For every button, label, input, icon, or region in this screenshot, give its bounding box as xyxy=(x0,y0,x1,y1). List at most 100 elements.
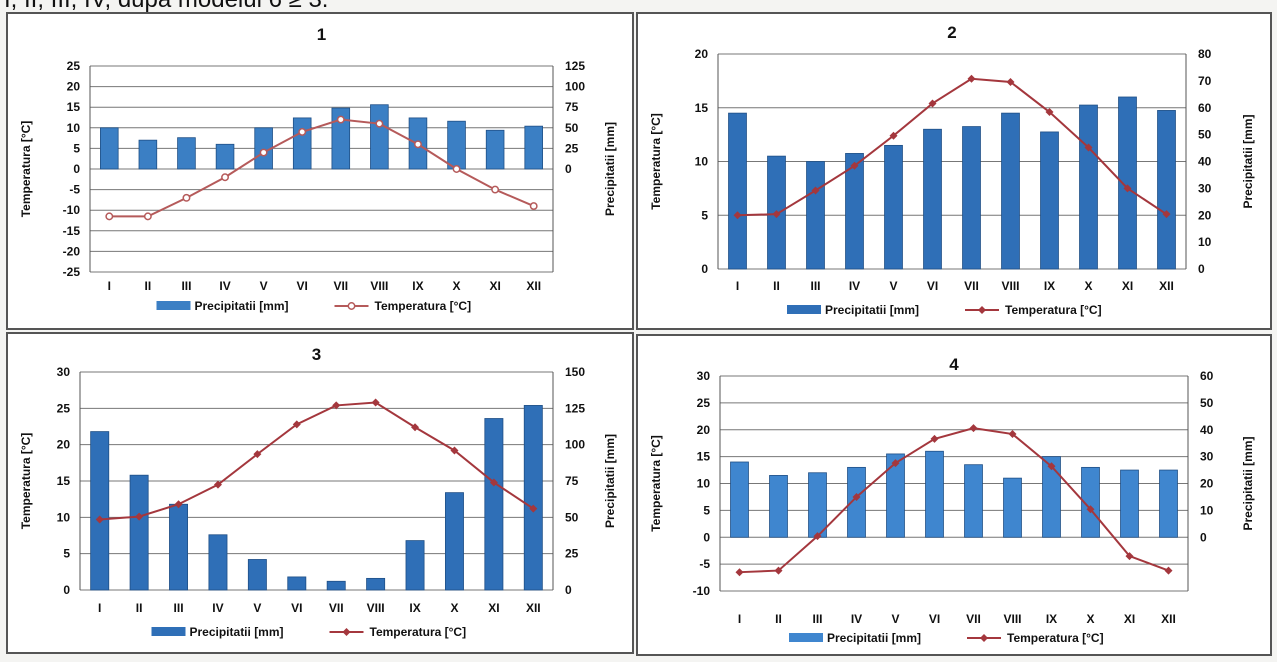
y-tick-label: 10 xyxy=(67,121,81,135)
x-tick-label-XI: XI xyxy=(489,279,500,293)
temperature-line xyxy=(737,77,1168,217)
x-tick-label-III: III xyxy=(812,612,822,626)
bar-III xyxy=(808,472,827,538)
temperature-point-VIII xyxy=(375,119,384,128)
y2-tick-label: 40 xyxy=(1200,423,1214,437)
temperature-point-IV xyxy=(850,161,859,170)
y2-tick-label: 75 xyxy=(565,474,579,488)
bar-V xyxy=(886,453,905,538)
bar-IX xyxy=(405,540,425,591)
temperature-point-XI xyxy=(1125,552,1134,561)
legend-swatch-precipitation xyxy=(156,301,191,310)
y-tick-label: 15 xyxy=(67,100,81,114)
temperature-point-I xyxy=(95,515,104,524)
x-tick-label-XII: XII xyxy=(526,279,541,293)
x-tick-label-VI: VI xyxy=(291,601,302,615)
legend-swatch-precipitation xyxy=(787,305,821,314)
bar-X xyxy=(1081,466,1100,538)
bar-III xyxy=(169,503,189,591)
y-tick-label: 20 xyxy=(697,423,711,437)
x-tick-label-VI: VI xyxy=(929,612,940,626)
temperature-point-XII xyxy=(529,504,538,513)
y2-tick-label: 0 xyxy=(1200,530,1207,544)
legend-label-temperature: Temperatura [°C] xyxy=(375,299,472,313)
y-axis-label: Temperatura [°C] xyxy=(649,435,663,532)
legend: Precipitatii [mm] Temperatura [°C] xyxy=(151,625,467,639)
bar-VI xyxy=(287,576,307,591)
bar-VIII xyxy=(366,577,386,591)
y2-tick-label: 0 xyxy=(565,162,572,176)
temperature-point-XI xyxy=(1123,184,1132,193)
bar-IX xyxy=(1042,456,1061,538)
bar-VI xyxy=(292,117,312,170)
x-tick-label-X: X xyxy=(450,601,458,615)
y-tick-label: 0 xyxy=(63,583,70,597)
temperature-point-XII xyxy=(529,202,538,211)
y2-tick-label: 60 xyxy=(1200,369,1214,383)
temperature-point-VIII xyxy=(1006,77,1015,86)
y2-axis-label: Precipitatii [mm] xyxy=(603,122,617,216)
temperature-point-I xyxy=(735,568,744,577)
temperature-point-I xyxy=(733,211,742,220)
temperature-point-IX xyxy=(1047,462,1056,471)
x-tick-label-IV: IV xyxy=(849,279,860,293)
x-tick-label-II: II xyxy=(136,601,143,615)
x-tick-label-IX: IX xyxy=(1044,279,1055,293)
y-tick-label: 0 xyxy=(701,262,708,276)
legend-label-temperature: Temperatura [°C] xyxy=(370,625,467,639)
temperature-point-III xyxy=(813,532,822,541)
bar-III xyxy=(806,161,825,270)
x-tick-label-IX: IX xyxy=(1046,612,1057,626)
y-tick-label: -10 xyxy=(693,584,711,598)
temperature-point-II xyxy=(774,566,783,575)
temperature-line xyxy=(739,427,1169,574)
x-tick-label-II: II xyxy=(773,279,780,293)
temperature-point-VII xyxy=(336,115,345,124)
y2-axis-label: Precipitatii [mm] xyxy=(1241,436,1255,530)
legend-swatch-precipitation xyxy=(789,633,823,642)
bar-II xyxy=(129,474,149,591)
bar-IV xyxy=(845,153,864,270)
y2-tick-label: 70 xyxy=(1198,74,1212,88)
temperature-point-X xyxy=(452,165,461,173)
y-tick-label: 5 xyxy=(701,208,708,222)
bar-II xyxy=(769,475,788,538)
legend: Precipitatii [mm] Temperatura [°C] xyxy=(156,299,472,313)
temperature-point-IV xyxy=(213,480,222,489)
x-tick-label-IX: IX xyxy=(412,279,423,293)
header-strip: I, II, III, IV, după modelul 6 ≥ 3. xyxy=(0,0,1277,14)
bar-V xyxy=(247,559,267,591)
temperature-point-V xyxy=(253,450,262,459)
y2-axis-label: Precipitatii [mm] xyxy=(1241,114,1255,208)
temperature-point-VI xyxy=(292,420,301,429)
chart-panel-3: 3 30 25 20 15 10 5 0 150 125 100 75 50 25 0 I II III IV V VI… xyxy=(6,332,634,654)
x-tick-label-II: II xyxy=(145,279,152,293)
y-axis-label: Temperatura [°C] xyxy=(19,433,33,530)
temperature-point-VI xyxy=(298,127,307,136)
bar-XII xyxy=(1157,110,1176,270)
x-tick-label-VII: VII xyxy=(333,279,348,293)
bar-VII xyxy=(326,580,346,591)
bar-IV xyxy=(208,534,228,591)
bar-XI xyxy=(1120,469,1139,538)
x-tick-label-VII: VII xyxy=(966,612,981,626)
y2-tick-label: 10 xyxy=(1198,235,1212,249)
bar-XII xyxy=(1159,469,1178,538)
y2-tick-label: 10 xyxy=(1200,503,1214,517)
temperature-point-VI xyxy=(930,434,939,443)
x-tick-label-XII: XII xyxy=(1161,612,1176,626)
y-tick-label: 15 xyxy=(697,450,711,464)
bar-VIII xyxy=(370,104,389,170)
temperature-point-V xyxy=(889,131,898,140)
chart-title: 2 xyxy=(947,23,956,42)
y-tick-label: 25 xyxy=(57,401,71,415)
bar-IV xyxy=(847,466,866,538)
y2-tick-label: 25 xyxy=(565,141,579,155)
chart-panel-2: 2 20 15 10 5 0 80 70 60 50 40 30 20 10 0 I II III IV V VI VII… xyxy=(636,12,1272,330)
bar-XI xyxy=(1118,96,1137,270)
legend-label-temperature: Temperatura [°C] xyxy=(1007,631,1104,645)
y-tick-label: 15 xyxy=(695,101,709,115)
x-tick-label-IV: IV xyxy=(851,612,862,626)
chart-title: 4 xyxy=(949,355,959,374)
